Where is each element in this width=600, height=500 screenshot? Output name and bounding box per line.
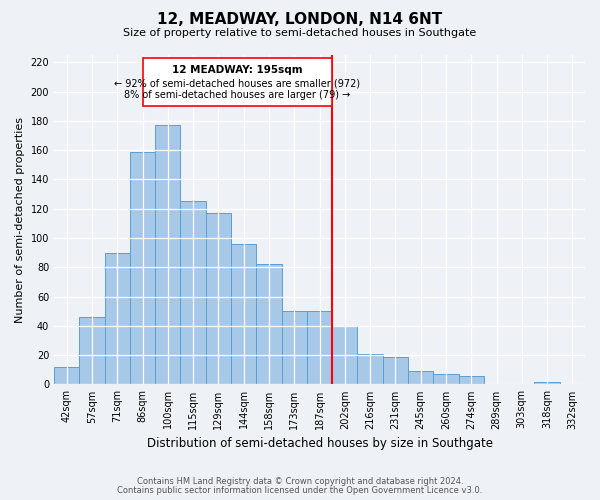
Text: Contains HM Land Registry data © Crown copyright and database right 2024.: Contains HM Land Registry data © Crown c… (137, 477, 463, 486)
Text: 8% of semi-detached houses are larger (79) →: 8% of semi-detached houses are larger (7… (124, 90, 350, 100)
Bar (155, 126, 181, 384)
Bar (130, 152, 155, 384)
Bar (408, 372, 433, 384)
Bar (535, 382, 560, 384)
X-axis label: Distribution of semi-detached houses by size in Southgate: Distribution of semi-detached houses by … (146, 437, 493, 450)
Bar (54, 367, 79, 384)
Text: ← 92% of semi-detached houses are smaller (972): ← 92% of semi-detached houses are smalle… (114, 78, 361, 88)
Bar (383, 356, 408, 384)
Bar (104, 252, 130, 384)
Bar (256, 264, 281, 384)
FancyBboxPatch shape (143, 58, 332, 106)
Text: Size of property relative to semi-detached houses in Southgate: Size of property relative to semi-detach… (124, 28, 476, 38)
Bar (181, 202, 206, 384)
Bar (231, 244, 256, 384)
Bar (458, 376, 484, 384)
Bar (281, 311, 307, 384)
Bar (307, 311, 332, 384)
Bar (332, 326, 358, 384)
Bar (206, 213, 231, 384)
Bar (433, 374, 458, 384)
Bar (79, 317, 104, 384)
Text: 12 MEADWAY: 195sqm: 12 MEADWAY: 195sqm (172, 65, 302, 75)
Bar (358, 354, 383, 384)
Text: Contains public sector information licensed under the Open Government Licence v3: Contains public sector information licen… (118, 486, 482, 495)
Text: 12, MEADWAY, LONDON, N14 6NT: 12, MEADWAY, LONDON, N14 6NT (157, 12, 443, 28)
Y-axis label: Number of semi-detached properties: Number of semi-detached properties (15, 116, 25, 322)
